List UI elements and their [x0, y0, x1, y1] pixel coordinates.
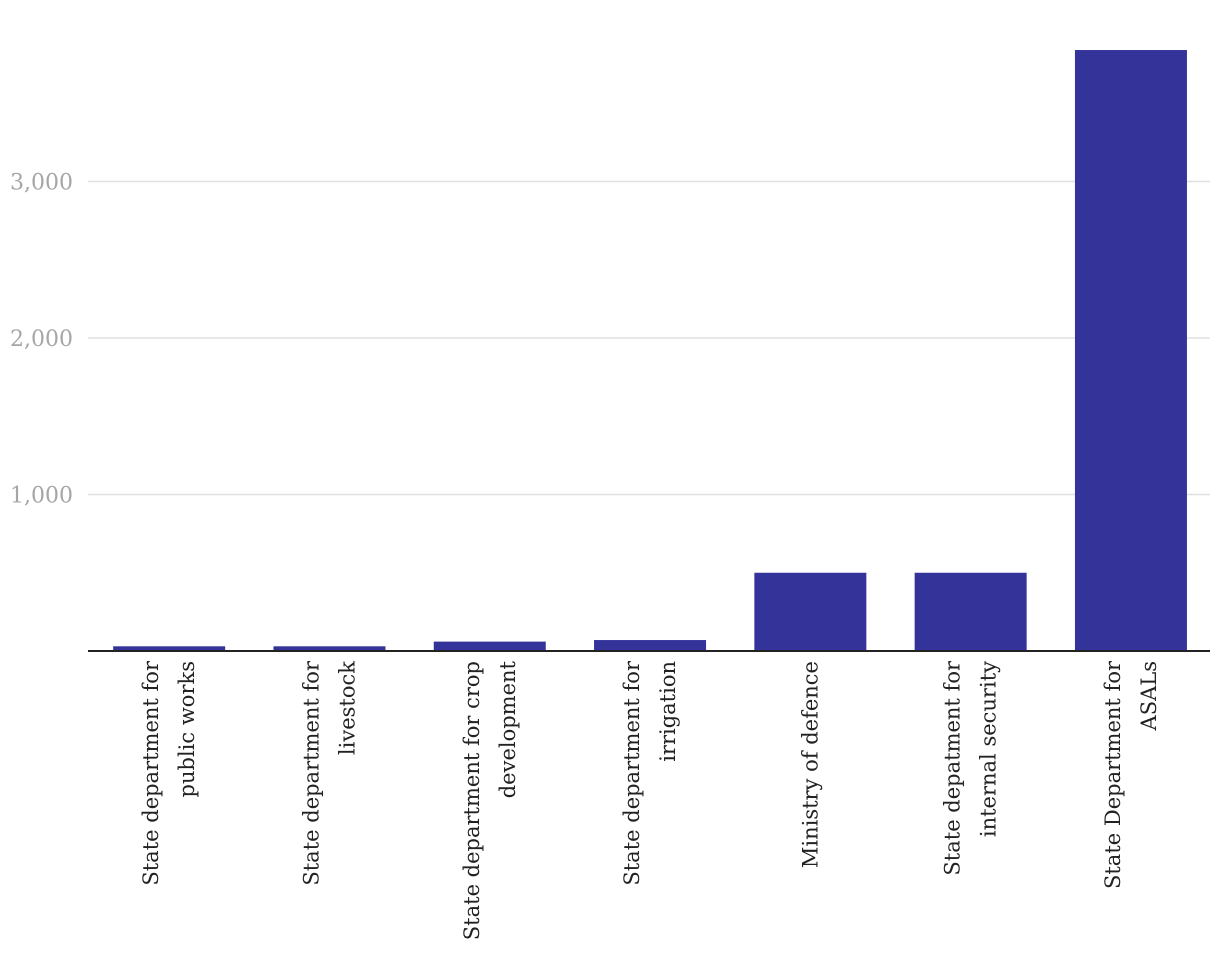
x-category-label-line: irrigation: [656, 661, 680, 762]
x-category-label: State Department for ASALs: [1101, 660, 1161, 889]
x-category-label: State department for public works: [139, 660, 199, 886]
x-category-label: State depatment for internal security: [941, 660, 1001, 876]
y-tick-label: 1,000: [10, 484, 73, 509]
x-category-label-line: State depatment for: [941, 660, 965, 876]
bar: [594, 640, 707, 651]
x-category-label: State department for irrigation: [620, 660, 680, 886]
bars: [113, 50, 1187, 652]
y-tick-label: 2,000: [10, 327, 73, 352]
y-axis-tick-labels: 1,000 2,000 3,000: [10, 171, 73, 509]
x-category-label-line: public works: [175, 661, 199, 797]
bar: [113, 646, 226, 651]
x-category-label-line: State department for crop: [460, 661, 484, 940]
x-category-label-line: State department for: [139, 660, 163, 886]
x-category-label-line: internal security: [977, 661, 1001, 837]
x-category-label: Ministry of defence: [798, 661, 822, 868]
x-category-label-line: State Department for: [1101, 660, 1125, 889]
x-category-label-line: State department for: [620, 660, 644, 886]
bar: [754, 572, 867, 651]
bar: [273, 646, 386, 651]
x-category-label-line: development: [496, 660, 520, 798]
bar: [433, 641, 546, 651]
x-axis-category-labels: State department for public works State de…: [139, 660, 1161, 940]
bar: [914, 572, 1027, 651]
grid-lines: [88, 180, 1210, 496]
x-category-label-line: livestock: [335, 661, 359, 755]
x-category-label: State department for crop development: [460, 660, 520, 940]
x-category-label-line: State department for: [299, 660, 323, 886]
x-category-label: State department for livestock: [299, 660, 359, 886]
x-category-label-line: ASALs: [1137, 661, 1161, 731]
x-category-label-line: Ministry of defence: [798, 661, 822, 868]
bar: [1074, 50, 1187, 652]
y-tick-label: 3,000: [10, 171, 73, 196]
